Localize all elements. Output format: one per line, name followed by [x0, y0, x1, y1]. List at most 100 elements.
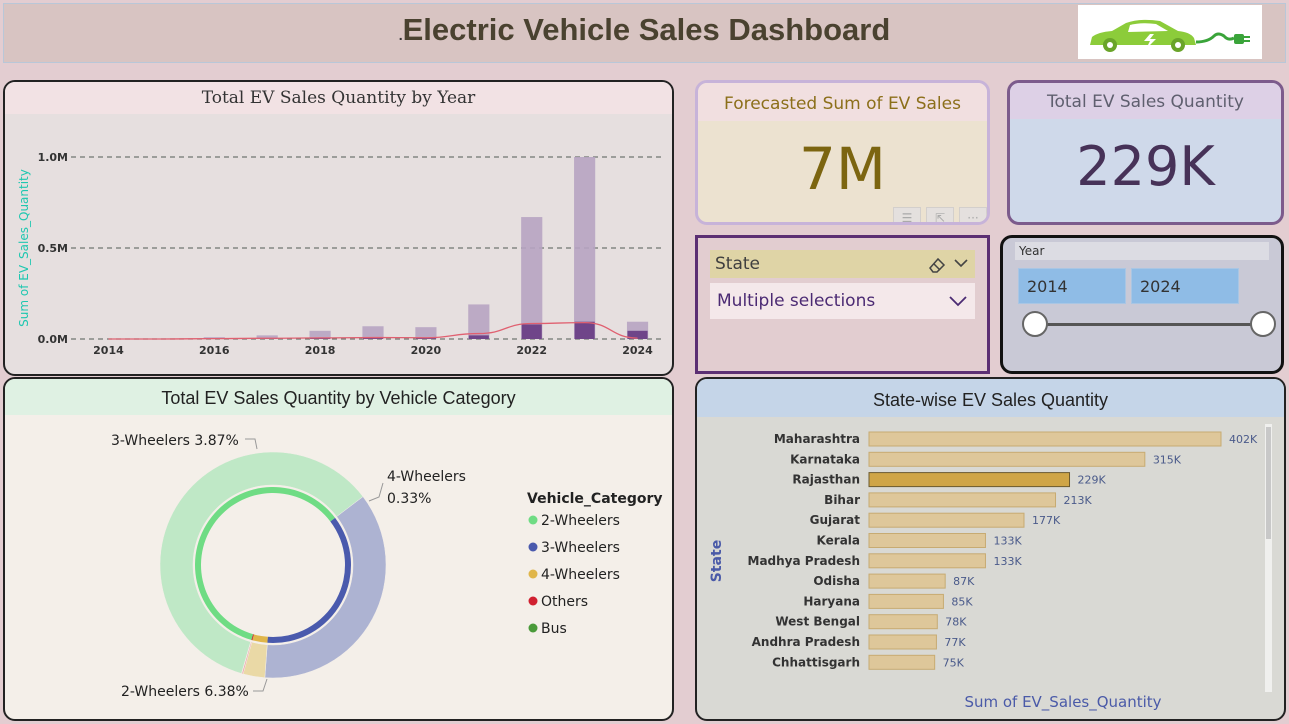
legend-item: Bus [528, 621, 567, 637]
year-slider-start-handle[interactable] [1022, 311, 1048, 337]
bar [468, 304, 490, 339]
state-bar-row: Andhra Pradesh 77K [752, 634, 966, 650]
state-bar-row: Kerala 133K [817, 533, 1022, 548]
bar [362, 337, 384, 339]
year-slicer-label: Year [1015, 242, 1269, 260]
state-bar [868, 451, 1146, 467]
page-title-text: Electric Vehicle Sales Dashboard [402, 12, 891, 47]
state-bar-row: Odisha 87K [813, 573, 975, 589]
legend-marker [528, 623, 538, 633]
x-tick-label: 2022 [516, 344, 547, 357]
year-start-input[interactable]: 2014 [1018, 268, 1126, 304]
state-label: Kerala [817, 534, 860, 548]
state-bar-chart[interactable]: State Sum of EV_Sales_Quantity Maharashtra… [697, 379, 1284, 719]
state-label: West Bengal [775, 615, 860, 629]
legend-label: Bus [541, 621, 567, 637]
x-tick-label: 2020 [411, 344, 442, 357]
data-label: 4-Wheelers [387, 469, 466, 485]
state-bar-row: Chhattisgarh 75K [772, 654, 965, 670]
state-label: Andhra Pradesh [752, 635, 860, 649]
year-end-input[interactable]: 2024 [1131, 268, 1239, 304]
state-value-label: 315K [1153, 453, 1182, 466]
donut-slice-outer [264, 496, 387, 679]
bar [256, 335, 278, 339]
state-label: Bihar [824, 493, 860, 507]
state-value-label: 87K [953, 575, 975, 588]
y-axis-title: State [709, 540, 725, 582]
total-kpi-card: Total EV Sales Quantity 229K [1007, 80, 1284, 225]
legend-label: 4-Wheelers [541, 567, 620, 583]
chevron-down-icon[interactable] [954, 258, 968, 268]
data-label: 2-Wheelers 6.38% [121, 684, 249, 700]
state-bar-row: Bihar 213K [824, 492, 1093, 508]
category-chart-title: Total EV Sales Quantity by Vehicle Categ… [5, 379, 672, 415]
legend-marker [528, 515, 538, 525]
bar [574, 321, 595, 339]
donut-slice-inner [251, 634, 254, 640]
bar [468, 335, 489, 339]
donut-slice [159, 451, 364, 674]
state-bar-row: Gujarat 177K [810, 512, 1061, 528]
donut-slice-outer [159, 451, 364, 674]
trend-line [108, 321, 638, 340]
state-bar [868, 472, 1071, 488]
state-value-label: 133K [993, 535, 1022, 548]
total-kpi-value: 229K [1076, 135, 1215, 198]
state-value-label: 213K [1064, 494, 1093, 507]
state-dropdown-value: Multiple selections [717, 291, 876, 311]
state-bar-row: West Bengal 78K [775, 614, 967, 630]
state-value-label: 77K [944, 636, 966, 649]
eraser-icon[interactable] [927, 256, 947, 274]
bar [310, 338, 331, 339]
more-options-icon[interactable]: ··· [959, 207, 987, 222]
state-label: Rajasthan [792, 473, 860, 487]
year-chart-panel: Total EV Sales Quantity by Year Sum of E… [3, 80, 674, 376]
state-value-label: 229K [1078, 474, 1107, 487]
donut-slice-inner [251, 634, 254, 641]
legend-label: Others [541, 594, 588, 610]
state-bar-row: Karnataka 315K [790, 451, 1182, 467]
state-label: Odisha [813, 574, 860, 588]
state-slicer-label: State [715, 254, 760, 274]
category-donut-chart[interactable]: 3-Wheelers 3.87% 4-Wheelers 0.33% 2-Wheeler… [5, 379, 672, 719]
leader-line [245, 438, 258, 450]
legend-title: Vehicle_Category [527, 491, 663, 507]
donut-slice [264, 496, 387, 679]
legend-marker [528, 542, 538, 552]
leader-line [253, 678, 268, 692]
filter-icon[interactable]: ☰ [893, 207, 921, 222]
donut-slice [241, 634, 254, 674]
y-tick-label: 0.5M [38, 242, 68, 255]
state-label: Gujarat [810, 513, 861, 527]
state-bar [868, 512, 1025, 528]
y-tick-label: 1.0M [38, 151, 68, 164]
state-dropdown[interactable]: Multiple selections [710, 283, 975, 319]
logo [1078, 5, 1262, 59]
state-slicer: State Multiple selections [695, 235, 990, 374]
state-chart-title: State-wise EV Sales Quantity [697, 379, 1284, 417]
state-bar [868, 614, 938, 630]
legend-label: 3-Wheelers [541, 540, 620, 556]
state-bar-row: Rajasthan 229K [792, 472, 1107, 488]
legend-item: 4-Wheelers [528, 567, 620, 583]
year-bar-chart[interactable]: Sum of EV_Sales_Quantity 0.0M 0.5M 1.0M 2014… [5, 82, 672, 374]
y-tick-label: 0.0M [38, 333, 68, 346]
x-axis-title: Sum of EV_Sales_Quantity [964, 693, 1161, 712]
scrollbar-thumb [1266, 427, 1271, 539]
total-kpi-label: Total EV Sales Quantity [1010, 83, 1281, 119]
bar [574, 157, 596, 339]
dropdown-chevron-icon[interactable] [948, 295, 968, 307]
legend-marker [528, 569, 538, 579]
state-bar [868, 634, 937, 650]
donut-slice-inner [252, 634, 268, 643]
legend-item: 3-Wheelers [528, 540, 620, 556]
bar [521, 217, 543, 339]
focus-mode-icon[interactable]: ⇱ [926, 207, 954, 222]
state-bar [868, 431, 1222, 447]
state-value-label: 78K [945, 616, 967, 629]
year-slider-track[interactable] [1035, 323, 1263, 326]
year-slider-end-handle[interactable] [1250, 311, 1276, 337]
data-label: 0.33% [387, 491, 431, 507]
legend-marker [528, 596, 538, 606]
y-axis-title: Sum of EV_Sales_Quantity [17, 169, 31, 327]
